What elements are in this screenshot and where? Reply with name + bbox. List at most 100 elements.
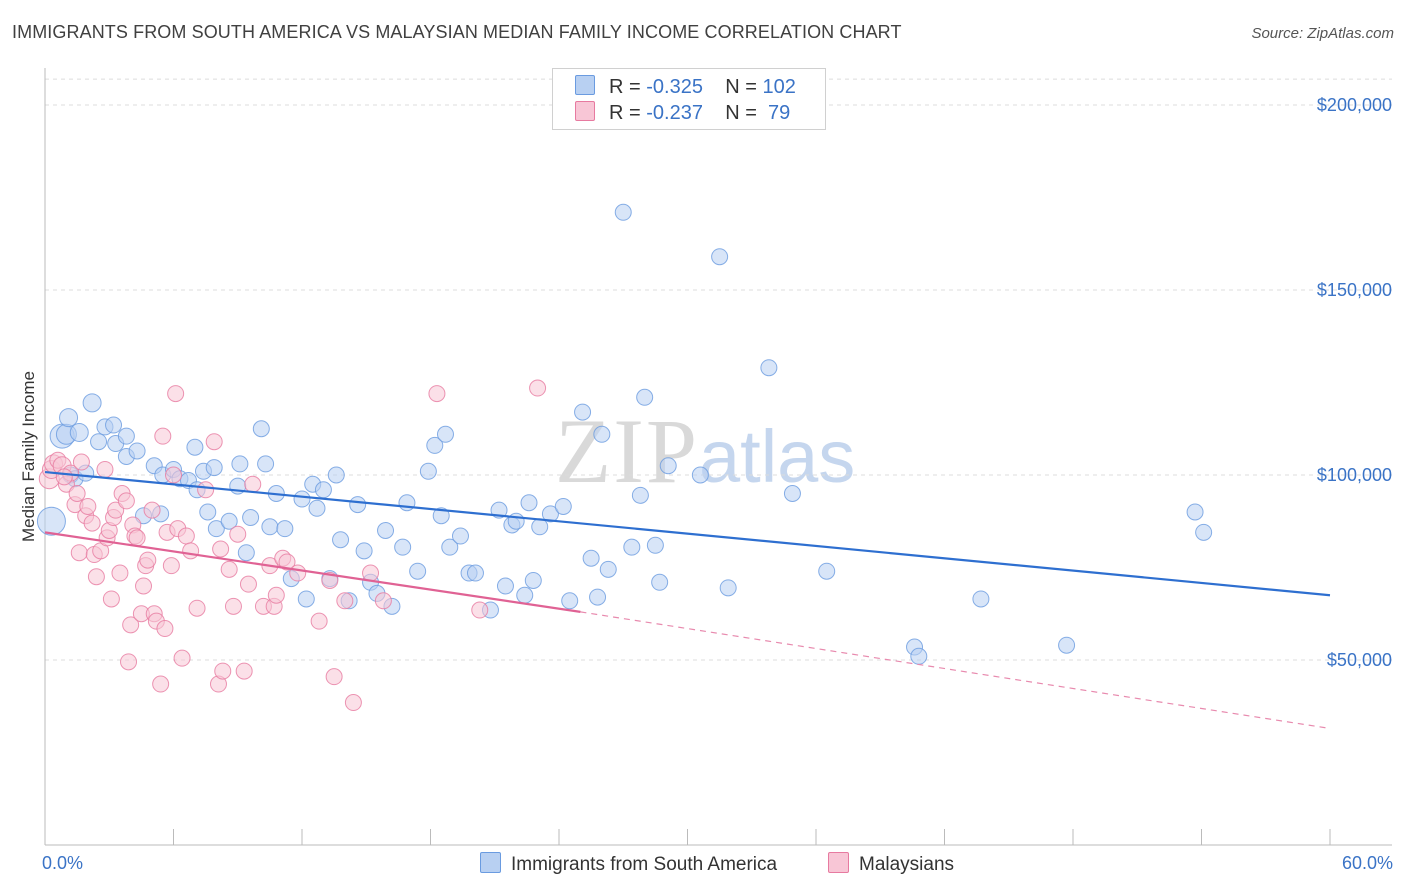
point-malaysians (139, 551, 157, 569)
point-malaysians (55, 468, 73, 486)
point-malaysians (529, 379, 547, 397)
point-south-america (561, 592, 579, 610)
point-south-america (719, 579, 737, 597)
watermark: ZIPatlas (555, 398, 855, 504)
point-malaysians (325, 668, 343, 686)
point-south-america (349, 496, 367, 514)
point-south-america (237, 544, 255, 562)
point-malaysians (278, 553, 296, 571)
point-south-america (355, 542, 373, 560)
point-south-america (231, 455, 249, 473)
legend-n-label: N = (725, 76, 763, 98)
point-malaysians (107, 501, 125, 519)
point-south-america (419, 462, 437, 480)
point-malaysians (182, 542, 200, 560)
point-south-america (760, 359, 778, 377)
point-south-america (257, 455, 275, 473)
point-malaysians (214, 662, 232, 680)
point-south-america (128, 442, 146, 460)
legend-r-value: -0.325 (646, 76, 703, 98)
y-tick-label: $100,000 (1317, 465, 1392, 485)
y-axis-title: Median Family Income (19, 371, 38, 542)
point-malaysians (167, 385, 185, 403)
point-malaysians (177, 527, 195, 545)
point-south-america (205, 459, 223, 477)
point-south-america (69, 422, 89, 442)
trend-lines (44, 470, 1331, 730)
series-label-south-america: Immigrants from South America (511, 854, 778, 875)
trend-line-malaysians-extrapolated (580, 611, 1331, 730)
point-malaysians (289, 564, 307, 582)
point-malaysians (212, 540, 230, 558)
point-south-america (659, 457, 677, 475)
point-malaysians (83, 514, 101, 532)
point-south-america (36, 506, 66, 536)
x-tick-label: 60.0% (1342, 853, 1393, 873)
point-south-america (441, 538, 459, 556)
point-south-america (327, 466, 345, 484)
point-south-america (186, 438, 204, 456)
point-south-america (377, 522, 395, 539)
point-malaysians (205, 433, 223, 451)
point-south-america (332, 531, 350, 549)
point-south-america (1186, 503, 1204, 521)
point-malaysians (111, 564, 129, 582)
point-malaysians (197, 481, 215, 499)
point-malaysians (79, 497, 97, 515)
gridlines (45, 78, 1392, 661)
point-south-america (574, 403, 592, 421)
point-south-america (314, 481, 332, 499)
point-south-america (220, 512, 238, 530)
point-south-america (524, 571, 542, 589)
point-south-america (1195, 523, 1213, 541)
legend-row-malaysians: R = -0.237 N = 79 (575, 101, 790, 127)
point-malaysians (336, 592, 354, 610)
point-malaysians (87, 568, 105, 586)
point-south-america (516, 586, 534, 604)
point-malaysians (229, 525, 247, 543)
series-legend-malaysians: Malaysians (828, 852, 954, 876)
point-south-america (276, 520, 294, 538)
point-south-america (589, 588, 607, 606)
point-malaysians (235, 662, 253, 680)
point-malaysians (267, 586, 285, 604)
point-south-america (432, 507, 450, 525)
correlation-legend: R = -0.325 N = 102 R = -0.237 N = 79 (552, 68, 826, 130)
point-south-america (117, 427, 135, 445)
point-malaysians (321, 571, 339, 589)
point-malaysians (143, 501, 161, 519)
point-south-america (308, 499, 326, 517)
point-south-america (394, 538, 412, 556)
point-malaysians (224, 597, 242, 615)
point-south-america (409, 562, 427, 580)
x-tick-label: 0.0% (42, 853, 83, 873)
point-malaysians (70, 544, 88, 562)
series-legend-south-america: Immigrants from South America (480, 852, 777, 876)
point-malaysians (220, 560, 238, 578)
point-south-america (426, 436, 444, 454)
source-label: Source: ZipAtlas.com (1251, 25, 1394, 42)
trend-line-malaysians (44, 531, 581, 613)
point-malaysians (310, 612, 328, 630)
point-malaysians (428, 385, 446, 403)
legend-n-label: N = (725, 102, 763, 124)
point-south-america (252, 420, 270, 438)
axis-labels: $50,000 $100,000 $150,000 $200,000 0.0% 60.0%… (19, 95, 1393, 873)
point-south-america (593, 425, 611, 443)
point-south-america (910, 647, 928, 665)
legend-r-label: R = (609, 76, 647, 98)
point-south-america (554, 497, 572, 515)
trend-line-south-america (44, 470, 1331, 597)
watermark-atlas: atlas (699, 415, 856, 498)
point-south-america (59, 408, 79, 428)
series-swatch-south-america (480, 852, 501, 873)
point-south-america (691, 466, 709, 484)
y-tick-label: $50,000 (1327, 650, 1392, 670)
point-south-america (207, 520, 225, 538)
point-malaysians (154, 427, 172, 445)
point-south-america (105, 416, 123, 434)
point-south-america (293, 490, 311, 508)
point-malaysians (135, 577, 153, 595)
legend-swatch-south-america (575, 75, 595, 95)
